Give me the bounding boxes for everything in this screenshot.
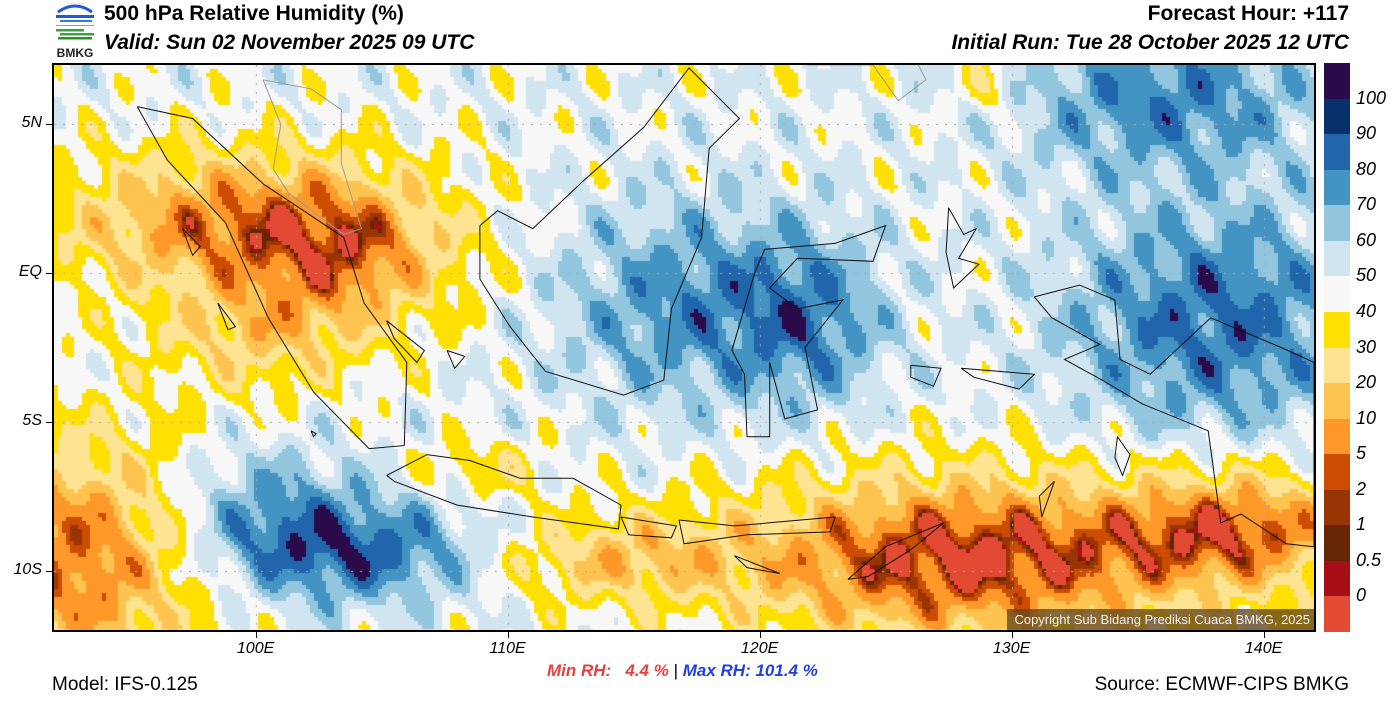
x-tick-label: 140E xyxy=(1244,640,1283,657)
colorbar-bin xyxy=(1324,311,1350,348)
coastline-nias xyxy=(182,228,201,257)
coastline-bali-lombok xyxy=(620,516,678,539)
x-tick-mark xyxy=(1263,632,1265,638)
coastline-seram xyxy=(960,367,1036,390)
coastline-sulawesi xyxy=(731,224,887,438)
colorbar-bin xyxy=(1324,169,1350,206)
colorbar-bin xyxy=(1324,134,1350,170)
y-tick-mark xyxy=(46,421,52,423)
colorbar-tick-label: 40 xyxy=(1356,300,1377,321)
valid-time: Valid: Sun 02 November 2025 09 UTC xyxy=(104,31,475,54)
coastline-enggano xyxy=(310,430,317,438)
y-tick-label: 10S xyxy=(13,560,42,578)
y-tick-label: 5N xyxy=(21,114,42,132)
model-label: Model: IFS-0.125 xyxy=(52,674,198,695)
y-tick-mark xyxy=(46,570,52,572)
colorbar-bin xyxy=(1324,205,1350,241)
y-tick-label: EQ xyxy=(18,263,42,281)
colorbar-bin xyxy=(1324,560,1350,597)
forecast-hour: Forecast Hour: +117 xyxy=(1147,2,1349,25)
stats-separator: | xyxy=(668,661,683,680)
max-rh: Max RH: 101.4 % xyxy=(682,661,818,680)
coastline-timor xyxy=(847,522,944,580)
colorbar-tick-label: 80 xyxy=(1356,158,1377,179)
x-tick-mark xyxy=(1011,632,1013,638)
colorbar-bin xyxy=(1324,489,1350,526)
initial-run: Initial Run: Tue 28 October 2025 12 UTC xyxy=(951,31,1349,54)
colorbar-tick-label: 30 xyxy=(1356,336,1377,357)
colorbar-tick-label: 5 xyxy=(1356,443,1367,464)
colorbar-tick-label: 60 xyxy=(1356,229,1377,250)
coastline-tanimbar xyxy=(1038,480,1055,518)
logo-text: BMKG xyxy=(57,46,94,60)
x-tick-mark xyxy=(255,632,257,638)
coastline-sumbawa-flores xyxy=(678,516,836,545)
min-max-stats: Min RH: 4.4 % | Max RH: 101.4 % xyxy=(547,661,818,681)
colorbar-tick-label: 0 xyxy=(1356,585,1367,606)
x-tick-label: 130E xyxy=(992,640,1031,657)
colorbar-tick-label: 10 xyxy=(1356,407,1377,428)
colorbar-tick-label: 0.5 xyxy=(1356,549,1382,570)
chart-title: 500 hPa Relative Humidity (%) xyxy=(104,2,404,25)
colorbar-tick-label: 1 xyxy=(1356,514,1367,535)
colorbar-bin xyxy=(1324,276,1350,312)
y-tick-mark xyxy=(46,273,52,275)
x-tick-label: 120E xyxy=(740,640,779,657)
coastline-borneo xyxy=(479,67,741,396)
x-tick-mark xyxy=(759,632,761,638)
colorbar-bin xyxy=(1324,347,1350,384)
coastline-mindanao xyxy=(807,65,927,102)
coastline-halmahera xyxy=(945,207,980,289)
coastline-siberut xyxy=(217,302,237,331)
coastline-aru xyxy=(1114,436,1131,477)
x-tick-label: 100E xyxy=(236,640,275,657)
colorbar-tick-label: 100 xyxy=(1356,87,1387,108)
colorbar-bin xyxy=(1324,98,1350,135)
colorbar-bin xyxy=(1324,418,1350,455)
colorbar-bin xyxy=(1324,454,1350,490)
coastline-malay-pen xyxy=(262,79,363,236)
x-tick-mark xyxy=(507,632,509,638)
source-label: Source: ECMWF-CIPS BMKG xyxy=(1094,674,1349,695)
map-panel: Copyright Sub Bidang Prediksi Cuaca BMKG… xyxy=(52,63,1316,632)
copyright-notice: Copyright Sub Bidang Prediksi Cuaca BMKG… xyxy=(1007,609,1314,630)
colorbar xyxy=(1324,63,1350,632)
colorbar-bin xyxy=(1324,240,1350,277)
colorbar-tick-label: 2 xyxy=(1356,478,1367,499)
colorbar-tick-label: 70 xyxy=(1356,194,1377,215)
bmkg-logo: BMKG xyxy=(55,2,95,60)
coastline-papua xyxy=(1033,284,1314,548)
y-tick-mark xyxy=(46,124,52,126)
y-tick-label: 5S xyxy=(22,411,42,429)
coastline-buru xyxy=(910,364,942,387)
coastline-sumatra xyxy=(136,106,408,450)
min-rh: Min RH: 4.4 % xyxy=(547,661,669,680)
colorbar-tick-label: 20 xyxy=(1356,372,1377,393)
colorbar-tick-label: 90 xyxy=(1356,123,1377,144)
coastline-belitung xyxy=(446,350,466,370)
x-tick-label: 110E xyxy=(489,640,526,657)
humidity-field xyxy=(54,65,1314,630)
coastlines-layer xyxy=(136,65,1314,580)
colorbar-bin xyxy=(1324,596,1350,632)
coastline-java xyxy=(386,454,622,530)
coastline-bangka xyxy=(386,320,426,364)
colorbar-tick-label: 50 xyxy=(1356,265,1377,286)
colorbar-bin xyxy=(1324,525,1350,561)
coastline-sumba xyxy=(734,555,780,574)
colorbar-bin xyxy=(1324,63,1350,99)
colorbar-bin xyxy=(1324,383,1350,419)
